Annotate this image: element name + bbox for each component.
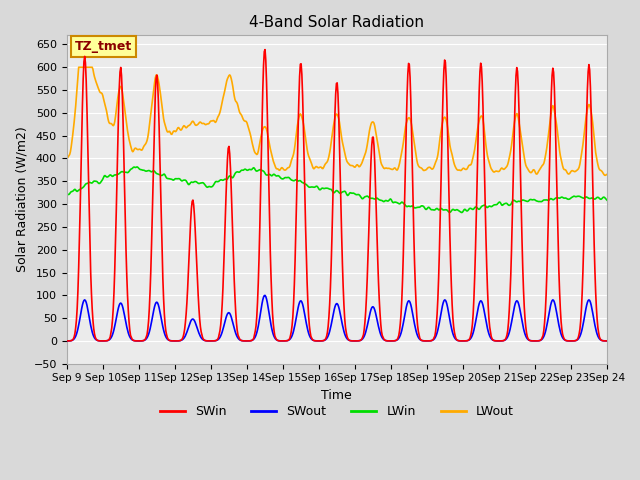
Line: SWin: SWin xyxy=(67,49,607,341)
SWin xyxy=(212,338,220,344)
LWin xyxy=(72,188,80,194)
LWout xyxy=(72,94,80,99)
SWout xyxy=(261,292,269,298)
LWout xyxy=(419,167,427,173)
SWout xyxy=(128,337,136,343)
SWin xyxy=(183,300,191,306)
LWout xyxy=(602,172,609,178)
LWin xyxy=(419,203,427,209)
Title: 4-Band Solar Radiation: 4-Band Solar Radiation xyxy=(250,15,424,30)
LWin xyxy=(403,204,411,210)
Legend: SWin, SWout, LWin, LWout: SWin, SWout, LWin, LWout xyxy=(155,400,518,423)
LWin xyxy=(63,191,70,197)
SWin xyxy=(128,336,136,342)
LWin xyxy=(603,197,611,203)
LWin xyxy=(128,166,136,171)
SWout xyxy=(212,338,220,344)
LWin xyxy=(134,164,141,170)
SWin xyxy=(403,93,411,98)
LWout xyxy=(129,149,136,155)
Line: SWout: SWout xyxy=(67,295,607,341)
SWin xyxy=(261,47,269,52)
Line: LWout: LWout xyxy=(67,67,607,175)
Text: TZ_tmet: TZ_tmet xyxy=(75,40,132,53)
SWin xyxy=(72,317,80,323)
SWout xyxy=(63,338,70,344)
LWout xyxy=(403,118,411,124)
LWout xyxy=(63,156,70,162)
SWin xyxy=(63,338,70,344)
LWin xyxy=(458,210,466,216)
LWout xyxy=(212,119,220,124)
LWout xyxy=(603,171,611,177)
X-axis label: Time: Time xyxy=(321,389,352,402)
LWout xyxy=(184,123,191,129)
Line: LWin: LWin xyxy=(67,167,607,213)
LWin xyxy=(184,180,191,186)
Y-axis label: Solar Radiation (W/m2): Solar Radiation (W/m2) xyxy=(15,127,28,273)
LWout xyxy=(75,64,83,70)
SWout xyxy=(403,301,411,307)
SWout xyxy=(183,329,191,335)
SWout xyxy=(603,338,611,344)
SWout xyxy=(72,331,80,337)
SWin xyxy=(419,338,427,344)
SWin xyxy=(603,338,611,344)
LWin xyxy=(212,179,220,184)
SWout xyxy=(419,338,427,344)
